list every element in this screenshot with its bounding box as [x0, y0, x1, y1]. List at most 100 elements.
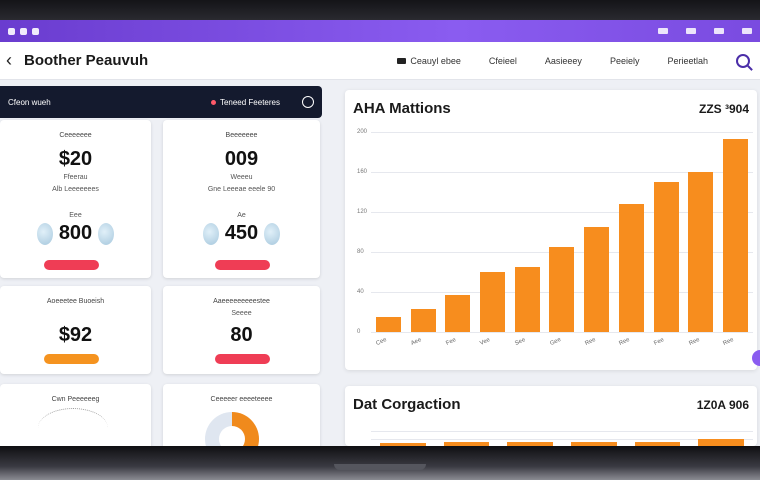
- gridline: [371, 172, 753, 173]
- card-value: $20: [58, 148, 93, 170]
- system-bar: [0, 20, 760, 42]
- card-sub: Alb Leeeeeees: [52, 186, 99, 193]
- status-icon: [686, 28, 696, 34]
- bar-chart: 0 40 80 120 160 200 Cee Aee Fee Vee See Gee Ree Ree Fe…: [357, 129, 753, 347]
- top-nav: Ceauyl ebee Cfeieel Aasieeey Peeiely Per…: [397, 53, 754, 68]
- x-tick-label: Ree: [722, 336, 736, 348]
- status-icon: [742, 28, 752, 34]
- gridline: [371, 438, 753, 440]
- panel-value: 1Z0A 906: [696, 398, 749, 412]
- x-tick-label: Ree: [618, 336, 632, 348]
- card-label: Aaeeeeeeeeestee: [213, 298, 270, 305]
- gauge-value: 450: [224, 222, 259, 244]
- y-tick-label: 80: [357, 249, 364, 255]
- card-label: Ceeeeeee: [59, 132, 92, 139]
- status-pill: [44, 354, 99, 364]
- filter-button[interactable]: Teneed Feeteres: [210, 97, 280, 107]
- chart-panel-bottom: Dat Corgaction 1Z0A 906: [345, 386, 757, 446]
- bar[interactable]: [698, 439, 745, 446]
- app-icon: [20, 27, 27, 35]
- laptop-hinge: [334, 464, 426, 470]
- gauge-ring-icon: [264, 222, 281, 245]
- x-tick-label: Fee: [444, 337, 457, 347]
- gauge: 800: [0, 222, 151, 245]
- nav-item[interactable]: Peeiely: [609, 55, 640, 66]
- x-tick-label: Gee: [549, 336, 562, 348]
- bar[interactable]: [688, 172, 714, 332]
- gridline: [371, 212, 753, 213]
- scroll-handle[interactable]: [752, 350, 760, 366]
- x-tick-label: Fee: [653, 337, 666, 347]
- card-label: Beeeeeee: [225, 132, 258, 139]
- panel-title: AHA Mattions: [353, 100, 451, 117]
- kpi-card[interactable]: Cwn Peeeeeeg: [0, 384, 151, 454]
- bar[interactable]: [634, 441, 681, 446]
- gridline: [371, 132, 753, 133]
- filter-label: Teneed Feeteres: [219, 97, 280, 107]
- search-icon[interactable]: [736, 53, 750, 68]
- bar[interactable]: [410, 308, 436, 332]
- y-tick-label: 0: [357, 329, 361, 335]
- kpi-toolbar: Cfeon wueh Teneed Feeteres: [0, 86, 322, 118]
- folder-icon: [397, 57, 407, 64]
- app-icon: [32, 27, 39, 35]
- card-value: 80: [230, 324, 253, 346]
- bar[interactable]: [514, 267, 540, 332]
- kpi-card[interactable]: Beeeeeee 009 Weeeu Gne Leeeae eeele 90 A…: [163, 120, 320, 278]
- refresh-icon[interactable]: [302, 96, 314, 108]
- y-tick-label: 40: [357, 289, 364, 295]
- card-value: 009: [224, 148, 259, 170]
- panel-value: ZZS ³904: [698, 102, 749, 116]
- card-value: $92: [58, 324, 93, 346]
- bar[interactable]: [584, 227, 610, 332]
- app-header: ‹ Boother Peauvuh Ceauyl ebee Cfeieel Aa…: [0, 42, 760, 80]
- card-label: Aoeeetee Buoeish: [46, 298, 105, 305]
- kpi-card[interactable]: Ceeeeer eeeeteeee: [163, 384, 320, 466]
- bar[interactable]: [443, 442, 490, 446]
- status-pill: [215, 260, 270, 270]
- bar[interactable]: [723, 138, 749, 332]
- kpi-card[interactable]: Aaeeeeeeeeestee Seeee 80: [163, 286, 320, 374]
- kpi-area: Cfeon wueh Teneed Feeteres Ceeeeeee $20 …: [0, 86, 330, 466]
- nav-item[interactable]: Perieetlah: [667, 55, 708, 66]
- nav-item[interactable]: Cfeieel: [488, 55, 517, 66]
- bar-chart: [371, 424, 753, 446]
- kpi-card[interactable]: Aoeeetee Buoeish $92: [0, 286, 151, 374]
- back-arrow-icon[interactable]: ‹: [6, 50, 12, 70]
- nav-item-crumb[interactable]: Ceauyl ebee: [397, 56, 461, 66]
- bar[interactable]: [549, 247, 575, 332]
- y-tick-label: 120: [357, 209, 368, 215]
- bar[interactable]: [653, 182, 679, 332]
- y-tick-label: 200: [357, 129, 368, 135]
- bar[interactable]: [375, 317, 401, 332]
- laptop-bezel-top: [0, 0, 760, 20]
- nav-item-label: Ceauyl ebee: [410, 55, 461, 66]
- status-pill: [44, 260, 99, 270]
- bar[interactable]: [570, 441, 617, 446]
- status-icon: [714, 28, 724, 34]
- card-sub: Gne Leeeae eeele 90: [207, 186, 276, 193]
- bar[interactable]: [379, 443, 426, 446]
- card-sub: Seeee: [231, 310, 252, 317]
- x-tick-label: Ree: [583, 336, 597, 348]
- chart-panel-top: AHA Mattions ZZS ³904 0 40 80 120 160 200 Cee A…: [345, 90, 757, 370]
- gauge-label: Eee: [69, 212, 82, 219]
- bar[interactable]: [445, 295, 471, 332]
- card-sub: Ffeerau: [63, 174, 88, 181]
- x-tick-label: Ree: [687, 336, 701, 348]
- card-label: Cwn Peeeeeeg: [51, 396, 100, 403]
- panel-title: Dat Corgaction: [353, 396, 461, 413]
- bar[interactable]: [618, 203, 644, 332]
- gauge-ring-icon: [202, 222, 219, 245]
- nav-item[interactable]: Aasieeey: [544, 55, 582, 66]
- laptop-bezel-bottom: [0, 446, 760, 480]
- gauge-ring-icon: [36, 222, 53, 245]
- status-pill: [215, 354, 270, 364]
- kpi-card[interactable]: Ceeeeeee $20 Ffeerau Alb Leeeeeees Eee 8…: [0, 120, 151, 278]
- gridline: [371, 431, 753, 433]
- card-sub: Weeeu: [230, 174, 253, 181]
- x-tick-label: Aee: [410, 337, 423, 347]
- bar[interactable]: [507, 441, 554, 446]
- sunburst-chart: [38, 408, 108, 448]
- bar[interactable]: [480, 272, 506, 332]
